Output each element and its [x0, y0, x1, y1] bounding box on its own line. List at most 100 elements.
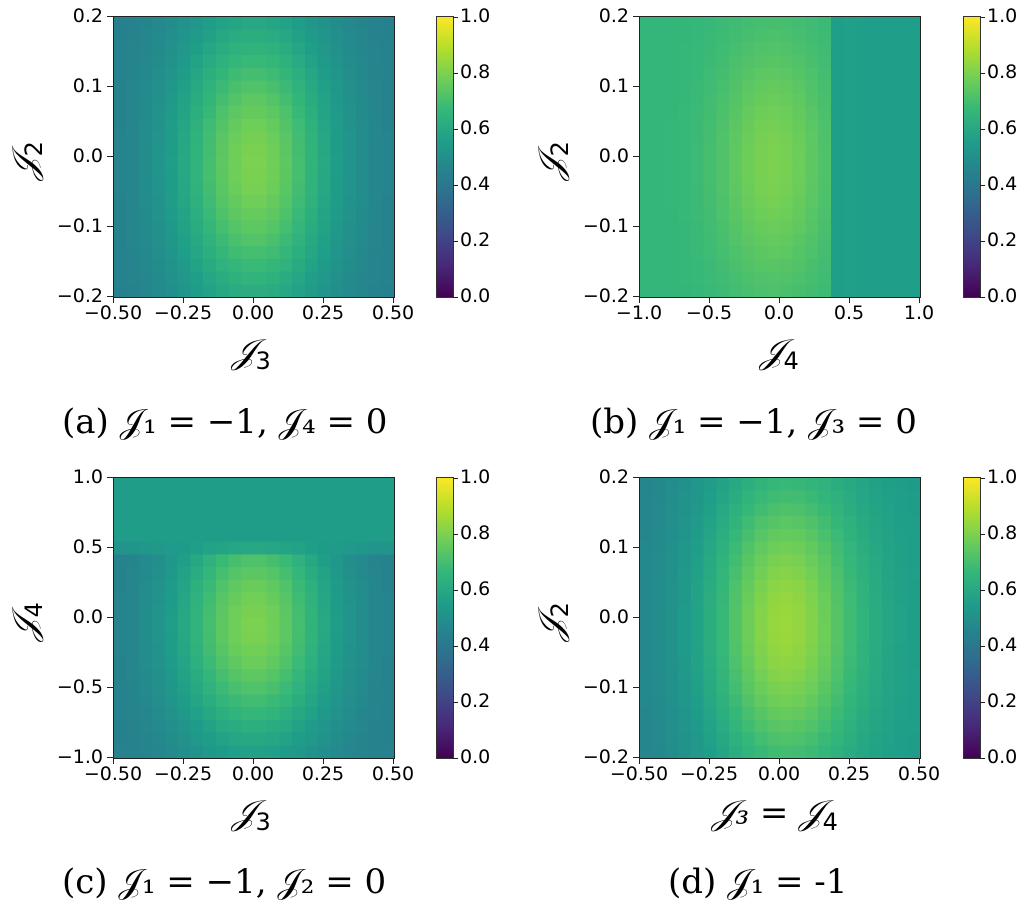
x-tick-label: 0.25	[827, 763, 871, 785]
y-tick-label: −1.0	[56, 746, 103, 768]
y-tick	[633, 477, 639, 478]
colorbar-tick	[453, 590, 458, 591]
x-tick-label: 0.5	[833, 302, 865, 324]
x-tick	[113, 758, 114, 764]
y-tick	[107, 156, 113, 157]
colorbar-tick-label: 0.6	[987, 578, 1018, 600]
colorbar-a	[436, 16, 458, 298]
y-tick-label: 0.0	[598, 606, 629, 628]
colorbar-tick-label: 0.8	[460, 61, 491, 83]
x-tick-label: 0.50	[371, 302, 415, 324]
x-tick-label: −0.25	[153, 763, 213, 785]
y-tick-label: −0.2	[582, 746, 629, 768]
colorbar-tick-label: 0.6	[460, 117, 491, 139]
caption-a: (a) 𝒥₁ = −1, 𝒥₄ = 0	[62, 402, 388, 442]
x-tick	[253, 758, 254, 764]
x-tick-label: −0.50	[83, 763, 143, 785]
colorbar-tick	[980, 297, 985, 298]
colorbar-tick-label: 0.6	[460, 578, 491, 600]
x-tick-label: −0.50	[83, 302, 143, 324]
x-axis-title-b: 𝒥4	[760, 332, 799, 375]
heatmap-plot-c	[113, 477, 395, 759]
x-tick	[849, 758, 850, 764]
y-tick-label: 0.0	[72, 145, 103, 167]
y-tick	[107, 757, 113, 758]
x-tick	[779, 758, 780, 764]
caption-b: (b) 𝒥₁ = −1, 𝒥₃ = 0	[590, 402, 917, 442]
x-tick	[919, 758, 920, 764]
x-tick-label: −0.5	[685, 302, 733, 324]
colorbar-d	[963, 477, 985, 759]
y-tick-label: 0.0	[598, 145, 629, 167]
y-tick	[107, 86, 113, 87]
colorbar-tick	[980, 478, 985, 479]
colorbar-tick-label: 1.0	[987, 5, 1018, 27]
colorbar-tick	[980, 646, 985, 647]
y-tick-label: 0.2	[598, 5, 629, 27]
y-tick	[633, 757, 639, 758]
heatmap-plot-d	[639, 477, 921, 759]
x-tick	[323, 758, 324, 764]
colorbar-tick-label: 0.4	[460, 634, 491, 656]
x-tick-label: 0.00	[231, 302, 275, 324]
heatmap-plot-b	[639, 16, 921, 298]
y-tick	[107, 226, 113, 227]
y-tick	[107, 687, 113, 688]
colorbar-tick	[453, 646, 458, 647]
y-tick-label: 0.0	[72, 606, 103, 628]
y-tick	[633, 86, 639, 87]
x-axis-title-c: 𝒥3	[232, 793, 271, 836]
colorbar-tick-label: 0.0	[987, 285, 1018, 307]
colorbar-tick-label: 0.8	[987, 61, 1018, 83]
x-tick	[183, 758, 184, 764]
x-axis-title-d: 𝒥₃ = 𝒥4	[712, 793, 838, 836]
x-tick-label: 0.25	[301, 302, 345, 324]
y-tick-label: 0.1	[598, 536, 629, 558]
colorbar-tick-label: 0.2	[987, 690, 1018, 712]
colorbar-tick	[980, 17, 985, 18]
x-tick-label: 0.00	[231, 763, 275, 785]
colorbar-tick-label: 0.2	[460, 690, 491, 712]
x-tick-label: 0.50	[371, 763, 415, 785]
x-tick	[253, 297, 254, 303]
x-tick-label: 1.0	[903, 302, 935, 324]
colorbar-tick	[980, 185, 985, 186]
y-tick	[633, 296, 639, 297]
colorbar-tick-label: 0.4	[460, 173, 491, 195]
colorbar-tick	[980, 758, 985, 759]
heatmap-canvas-a	[114, 17, 394, 297]
colorbar-tick-label: 0.2	[460, 229, 491, 251]
colorbar-tick	[980, 241, 985, 242]
colorbar-tick-label: 0.8	[460, 522, 491, 544]
y-tick	[633, 156, 639, 157]
colorbar-tick-label: 1.0	[460, 5, 491, 27]
x-tick-label: 0.50	[897, 763, 941, 785]
x-tick	[113, 297, 114, 303]
x-tick	[639, 297, 640, 303]
x-tick-label: 0.0	[763, 302, 795, 324]
y-tick	[633, 16, 639, 17]
y-tick-label: −0.1	[582, 676, 629, 698]
y-tick-label: 0.2	[598, 466, 629, 488]
colorbar-tick	[453, 534, 458, 535]
x-tick-label: −0.25	[679, 763, 739, 785]
colorbar-tick	[453, 478, 458, 479]
colorbar-c	[436, 477, 458, 759]
x-tick	[779, 297, 780, 303]
y-tick-label: −0.2	[56, 285, 103, 307]
colorbar-tick	[980, 590, 985, 591]
heatmap-canvas-c	[114, 478, 394, 758]
y-tick	[107, 16, 113, 17]
y-tick-label: −0.2	[582, 285, 629, 307]
colorbar-tick-label: 0.0	[460, 285, 491, 307]
y-tick-label: 0.2	[72, 5, 103, 27]
colorbar-tick-label: 0.6	[987, 117, 1018, 139]
colorbar-tick	[980, 73, 985, 74]
colorbar-tick	[453, 185, 458, 186]
colorbar-tick	[453, 702, 458, 703]
colorbar-tick	[980, 702, 985, 703]
y-tick-label: 0.1	[598, 75, 629, 97]
x-tick-label: −1.0	[615, 302, 663, 324]
y-tick-label: 0.5	[72, 536, 103, 558]
y-tick	[107, 296, 113, 297]
